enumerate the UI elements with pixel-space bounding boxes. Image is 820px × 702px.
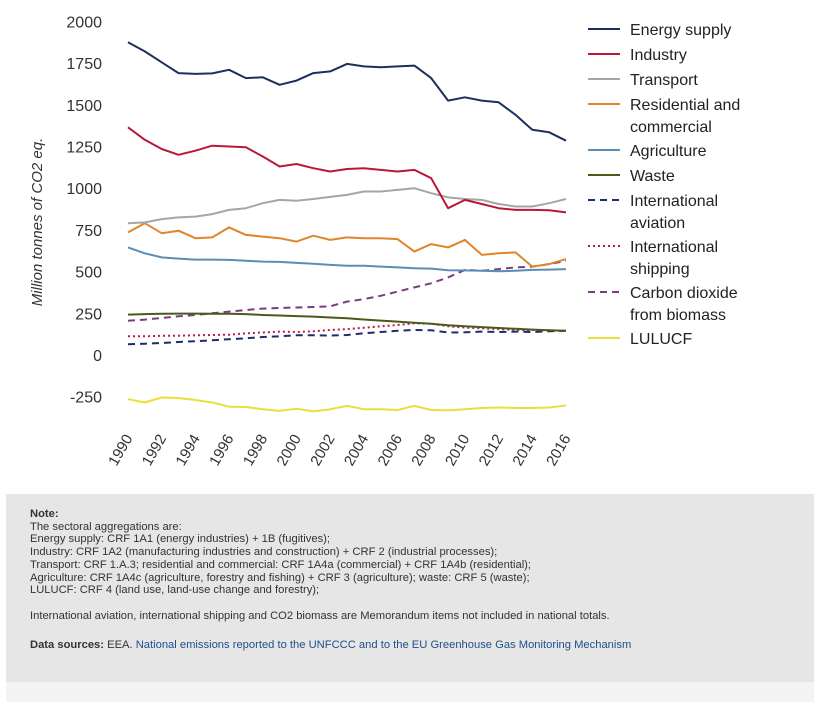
x-tick-label: 1992 <box>139 432 170 469</box>
series-line-industry <box>127 126 567 214</box>
data-sources-provider: EEA. <box>107 638 133 651</box>
legend-label-line: Waste <box>630 168 675 185</box>
legend-label-carbon-dioxide-from-biomass: Carbon dioxide from biomass <box>630 285 738 324</box>
x-tick-label: 1994 <box>172 432 203 469</box>
note-line: Industry: CRF 1A2 (manufacturing industr… <box>30 546 498 559</box>
note-panel: Note: The sectoral aggregations are: Ene… <box>6 494 814 682</box>
legend-label-transport: Transport <box>630 72 698 89</box>
legend-label-line: International <box>630 239 718 256</box>
x-tick-label: 2004 <box>341 432 372 469</box>
legend-label-residential-and-commercial: Residential and commercial <box>630 97 740 136</box>
note-line: LULUCF: CRF 4 (land use, land-use change… <box>30 584 320 597</box>
legend-label-line: Carbon dioxide <box>630 285 738 302</box>
legend-label-line: Agriculture <box>630 143 707 160</box>
legend-label-lulucf: LULUCF <box>630 331 692 348</box>
x-tick-label: 2016 <box>543 432 574 469</box>
series-line-transport <box>127 187 567 225</box>
series-line-international-shipping <box>128 322 567 338</box>
x-tick-label: 2012 <box>476 432 507 469</box>
legend-label-international-aviation: International aviation <box>630 193 718 232</box>
note-line: Transport: CRF 1.A.3; residential and co… <box>30 558 532 571</box>
y-axis-label: Million tonnes of CO2 eq. <box>29 138 46 306</box>
x-tick-label: 2000 <box>274 432 305 469</box>
legend-label-line: International <box>630 193 718 210</box>
legend-label-line: commercial <box>630 119 712 136</box>
y-tick-label: 500 <box>75 265 102 282</box>
series-line-agriculture <box>127 246 567 273</box>
data-sources: Data sources: EEA. National emissions re… <box>30 639 814 652</box>
data-sources-label: Data sources: <box>30 638 104 651</box>
x-tick-label: 2008 <box>408 432 439 469</box>
series-line-carbon-dioxide-from-biomass <box>127 259 567 322</box>
note-memorandum: International aviation, international sh… <box>30 609 610 622</box>
legend-label-waste: Waste <box>630 168 675 185</box>
y-tick-label: 250 <box>75 306 102 323</box>
x-tick-label: 1990 <box>105 432 136 469</box>
panel-bottom-strip <box>6 682 814 702</box>
note-line: Agriculture: CRF 1A4c (agriculture, fore… <box>30 571 530 584</box>
note-line: The sectoral aggregations are: <box>30 520 182 533</box>
series-line-lulucf <box>127 396 567 413</box>
x-tick-label: 2006 <box>375 432 406 469</box>
legend-label-line: from biomass <box>630 307 726 324</box>
note-title: Note: <box>30 508 59 520</box>
legend-label-line: Industry <box>630 47 687 64</box>
data-sources-link[interactable]: National emissions reported to the UNFCC… <box>135 638 632 651</box>
y-tick-label: -250 <box>70 390 102 407</box>
legend-label-line: Transport <box>630 72 698 89</box>
y-tick-label: 1250 <box>66 140 102 157</box>
legend-label-line: shipping <box>630 261 690 278</box>
y-tick-label: 1750 <box>66 56 102 73</box>
y-tick-label: 2000 <box>66 14 102 31</box>
series-line-international-aviation <box>127 329 567 346</box>
legend-label-agriculture: Agriculture <box>630 143 707 160</box>
y-tick-label: 0 <box>93 348 102 365</box>
series-line-residential-and-commercial <box>127 222 567 268</box>
line-chart: 2000 1750 1500 1250 1000 750 500 250 0 -250 Millio… <box>29 14 740 469</box>
y-tick-label: 750 <box>75 223 102 240</box>
legend-label-line: Residential and <box>630 97 740 114</box>
x-tick-label: 1996 <box>206 432 237 469</box>
series-line-energy-supply <box>127 41 567 142</box>
y-tick-label: 1000 <box>66 181 102 198</box>
x-tick-label: 2002 <box>307 432 338 469</box>
legend-label-line: Energy supply <box>630 22 731 39</box>
series-line-waste <box>127 312 567 332</box>
x-tick-label: 2010 <box>442 432 473 469</box>
x-tick-label: 2014 <box>509 432 540 469</box>
chart-svg: 2000 1750 1500 1250 1000 750 500 250 0 -250 Millio… <box>29 14 740 469</box>
legend-label-energy-supply: Energy supply <box>630 22 731 39</box>
y-tick-label: 1500 <box>66 98 102 115</box>
legend-label-international-shipping: International shipping <box>630 239 718 278</box>
note-line: Energy supply: CRF 1A1 (energy industrie… <box>30 533 331 546</box>
x-tick-label: 1998 <box>240 432 271 469</box>
legend-label-line: LULUCF <box>630 331 692 348</box>
legend-label-industry: Industry <box>630 47 687 64</box>
legend-label-line: aviation <box>630 215 685 232</box>
